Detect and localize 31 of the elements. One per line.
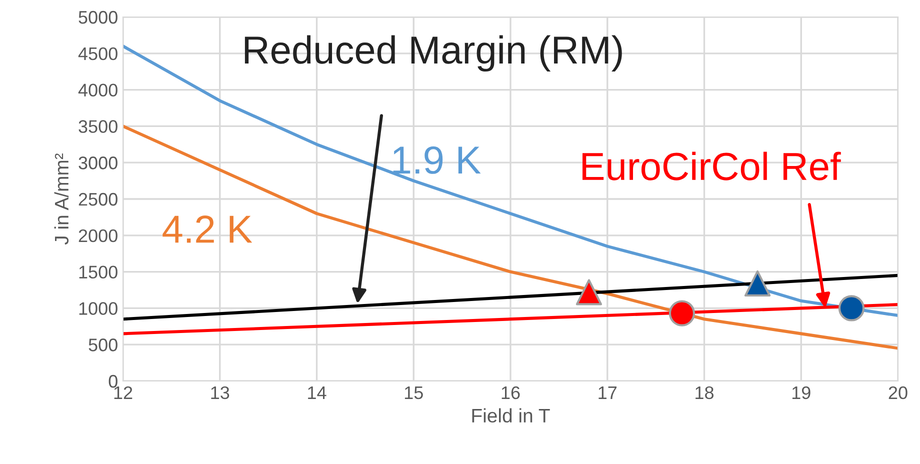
point (668, 300, 696, 326)
x-tick-label: 17 (598, 386, 617, 399)
y-tick-label: 0 (108, 374, 118, 388)
point (838, 295, 865, 322)
y-tick-label: 3000 (78, 156, 118, 170)
x-tick-label: 19 (792, 386, 810, 400)
line-series (123, 124, 898, 350)
x-tick-label: 18 (696, 386, 714, 400)
point (744, 270, 771, 297)
x-tick-label: 16 (502, 386, 520, 400)
series-label: 4.2 K (162, 216, 252, 243)
x-tick-label: 14 (308, 386, 326, 399)
x-axis-title: Field in T (472, 408, 550, 423)
y-tick-label: 2000 (78, 229, 118, 242)
y-tick-label: 500 (88, 338, 118, 352)
y-tick-label: 1500 (79, 266, 118, 279)
x-tick-label: 13 (211, 386, 230, 400)
annotation: Reduced Margin (RM) (244, 35, 622, 72)
point (576, 279, 602, 306)
y-tick-label: 4000 (78, 84, 118, 97)
annotation: EuroCirCol Ref (582, 152, 841, 180)
y-tick-label: 2500 (78, 192, 118, 206)
x-tick-label: 12 (114, 386, 132, 399)
series-label: 1.9 K (393, 146, 481, 174)
y-tick-label: 5000 (78, 10, 118, 24)
y-tick-label: 3500 (78, 120, 118, 133)
x-tick-label: 15 (404, 386, 423, 400)
y-tick-label: 1000 (79, 302, 118, 315)
y-axis-title: J in A/mm² (54, 153, 69, 245)
y-tick-label: 4500 (78, 47, 118, 60)
x-tick-label: 20 (888, 386, 908, 400)
